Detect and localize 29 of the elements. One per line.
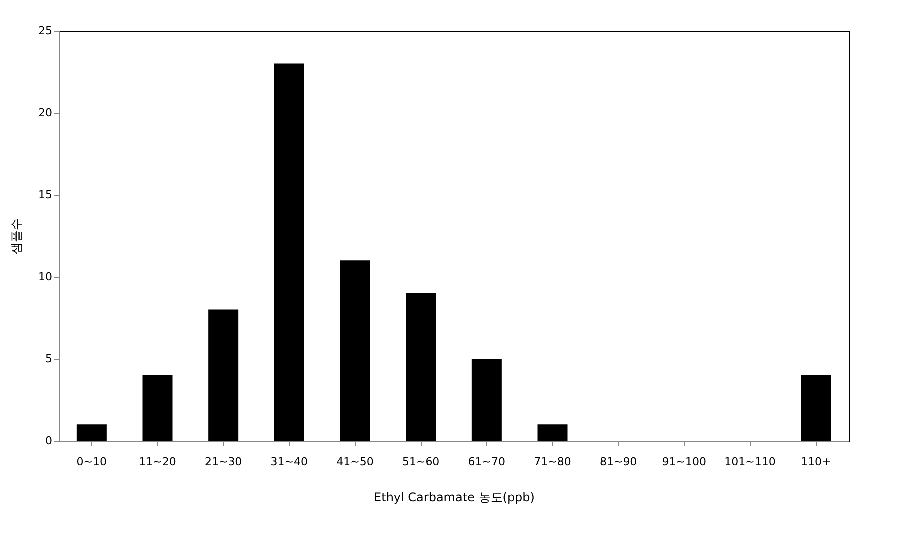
y-tick-label: 0: [46, 434, 52, 448]
y-tick-label: 15: [38, 188, 52, 202]
x-tick-label: 91~100: [662, 456, 707, 468]
bar: [538, 424, 568, 441]
bar: [274, 64, 304, 441]
x-tick-label: 11~20: [139, 456, 176, 468]
x-tick-label: 31~40: [270, 456, 308, 468]
x-tick-label: 61~70: [468, 456, 506, 468]
x-tick-label: 110+: [800, 456, 832, 468]
bar: [208, 310, 239, 441]
bar: [472, 359, 502, 441]
x-tick-label: 101~110: [724, 456, 776, 468]
y-tick-label: 20: [38, 106, 52, 120]
y-tick-label: 25: [38, 24, 52, 38]
x-tick-label: 41~50: [336, 456, 374, 468]
x-tick-label: 0~10: [76, 456, 108, 468]
bar: [801, 375, 832, 441]
y-tick-label: 5: [46, 352, 52, 366]
bar: [142, 375, 173, 441]
x-tick-label: 81~90: [600, 456, 638, 468]
x-tick-label: 51~60: [402, 456, 440, 468]
x-axis-title: Ethyl Carbamate 농도(ppb): [374, 490, 535, 504]
bar: [340, 260, 370, 441]
bar: [76, 424, 107, 441]
x-tick-label: 21~30: [204, 456, 242, 468]
y-tick-label: 10: [38, 270, 52, 284]
y-axis-title: 샘플수: [10, 218, 24, 254]
bar: [406, 293, 436, 441]
x-tick-label: 71~80: [534, 456, 572, 468]
